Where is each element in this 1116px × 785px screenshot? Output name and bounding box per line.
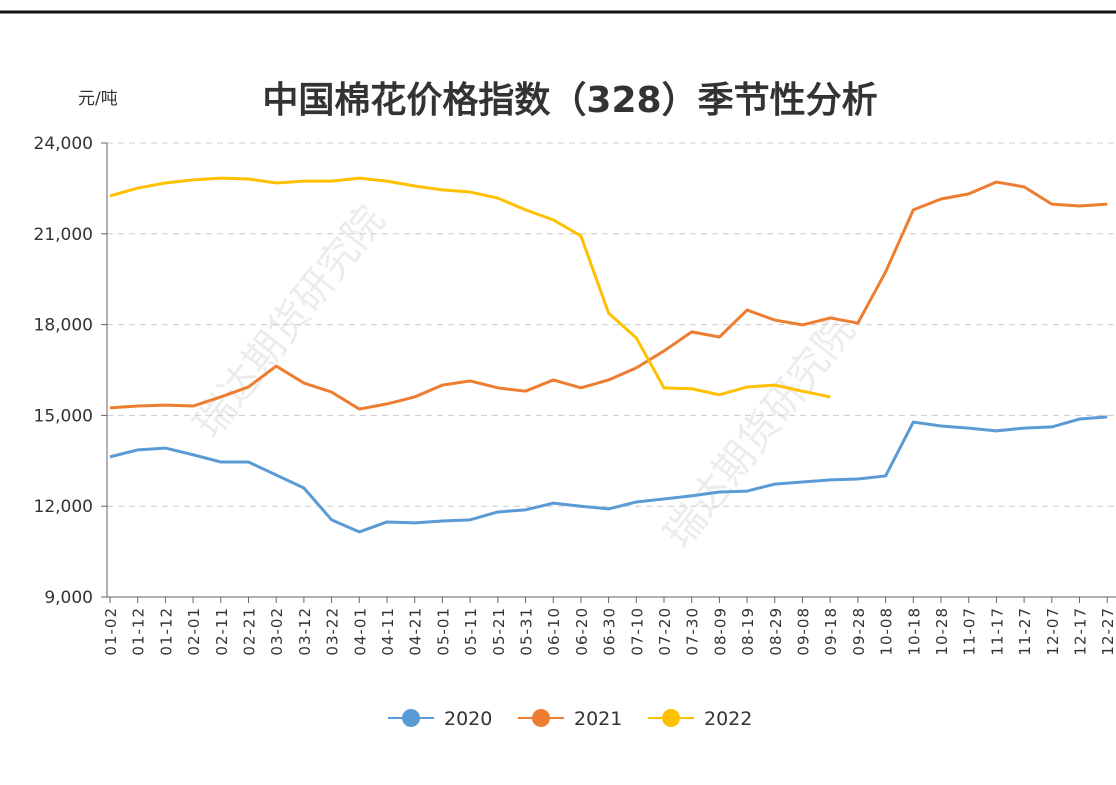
y-tick-label: 9,000 xyxy=(44,588,93,608)
x-tick-label: 09-28 xyxy=(850,607,868,656)
x-tick-label: 06-30 xyxy=(601,607,619,656)
y-axis-label: 元/吨 xyxy=(78,89,118,109)
x-tick-label: 12-07 xyxy=(1044,607,1062,656)
series-line xyxy=(109,180,1108,411)
x-tick-label: 05-21 xyxy=(490,607,508,656)
x-tick-label: 05-31 xyxy=(518,607,536,656)
legend-label: 2022 xyxy=(704,708,752,730)
y-tick-label: 12,000 xyxy=(34,497,93,517)
x-tick-label: 10-28 xyxy=(933,607,951,656)
x-tick-label: 08-29 xyxy=(767,607,785,656)
x-tick-label: 11-17 xyxy=(988,607,1006,656)
x-tick-label: 11-27 xyxy=(1016,607,1034,656)
x-tick-label: 01-12 xyxy=(157,607,175,656)
y-tick-label: 18,000 xyxy=(34,316,93,336)
x-tick-label: 10-08 xyxy=(878,607,896,656)
legend-marker xyxy=(402,709,420,727)
x-tick-label: 09-18 xyxy=(822,607,840,656)
x-tick-label: 03-02 xyxy=(268,607,286,656)
x-tick-label: 02-21 xyxy=(241,607,259,656)
watermark: 瑞达期货研究院 xyxy=(655,308,864,557)
x-tick-label: 10-18 xyxy=(905,607,923,656)
x-tick-label: 07-20 xyxy=(656,607,674,656)
x-tick-label: 01-12 xyxy=(130,607,148,656)
x-tick-label: 08-09 xyxy=(711,607,729,656)
x-tick-label: 08-19 xyxy=(739,607,757,656)
x-tick-label: 01-02 xyxy=(102,607,120,656)
x-tick-label: 06-20 xyxy=(573,607,591,656)
y-tick-label: 15,000 xyxy=(34,406,93,426)
x-tick-label: 04-21 xyxy=(407,607,425,656)
x-tick-label: 02-01 xyxy=(185,607,203,656)
x-tick-label: 02-11 xyxy=(213,607,231,656)
x-tick-label: 07-30 xyxy=(684,607,702,656)
x-tick-label: 05-11 xyxy=(462,607,480,656)
x-tick-label: 12-27 xyxy=(1099,607,1116,656)
legend-label: 2021 xyxy=(574,708,622,730)
x-tick-label: 12-17 xyxy=(1072,607,1090,656)
y-tick-label: 24,000 xyxy=(34,134,93,154)
x-tick-label: 07-10 xyxy=(628,607,646,656)
y-tick-label: 21,000 xyxy=(34,225,93,245)
series-line xyxy=(109,176,831,399)
legend-marker xyxy=(532,709,550,727)
x-tick-label: 03-12 xyxy=(296,607,314,656)
series-line xyxy=(109,415,1108,534)
x-tick-label: 04-01 xyxy=(351,607,369,656)
x-tick-label: 03-22 xyxy=(324,607,342,656)
x-tick-label: 09-08 xyxy=(795,607,813,656)
chart-title: 中国棉花价格指数（328）季节性分析 xyxy=(262,80,877,121)
x-tick-label: 04-11 xyxy=(379,607,397,656)
legend-marker xyxy=(662,709,680,727)
x-tick-label: 06-10 xyxy=(545,607,563,656)
legend-label: 2020 xyxy=(444,708,492,730)
x-tick-label: 11-07 xyxy=(961,607,979,656)
x-tick-label: 05-01 xyxy=(434,607,452,656)
